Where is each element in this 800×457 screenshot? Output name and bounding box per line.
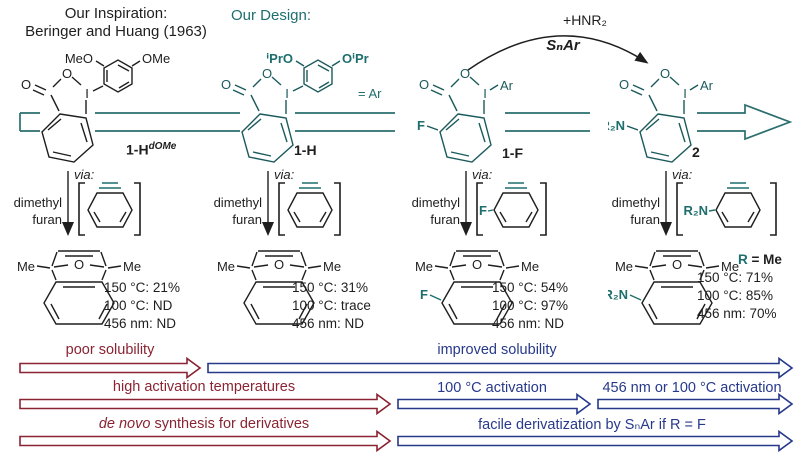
me-right-label: Me <box>323 259 341 274</box>
via-benzyne-col3: via: dimethyl furan F <box>412 167 547 236</box>
structure-1F: O O I Ar F <box>417 66 514 163</box>
via-label: via: <box>74 167 95 182</box>
design-title: Our Design: <box>231 7 312 24</box>
structure-1HdOMe: O O I MeO OMe <box>21 51 170 163</box>
benzyne-triple-bond <box>299 182 321 189</box>
ipro-label: ⁱPrO <box>266 51 293 66</box>
product-col3: O Me Me F <box>415 250 539 325</box>
yields-col4: 150 °C: 71% 100 °C: 85% 456 nm: 70% <box>697 270 777 321</box>
reagent-line1: dimethyl <box>612 195 661 210</box>
ar-label: Ar <box>700 78 714 93</box>
compound-label-1HdOMe: 1-HdOMe <box>126 141 177 158</box>
iodine-label: I <box>683 86 687 101</box>
ring-o-label: O <box>262 66 272 81</box>
carbonyl-o-label: O <box>221 77 231 92</box>
snar-curved-arrow <box>467 35 649 71</box>
ring-o-label: O <box>460 66 470 81</box>
me-right-label: Me <box>521 259 539 274</box>
track-de-novo: de novo synthesis for derivatives <box>98 416 310 432</box>
track-high-activation: high activation temperatures <box>112 379 296 395</box>
meo-label: MeO <box>65 51 93 66</box>
compound-label-1H: 1-H <box>294 142 317 158</box>
me-left-label: Me <box>17 259 35 274</box>
benzyne-triple-bond <box>99 182 121 189</box>
ome-label: OMe <box>142 51 170 66</box>
inspiration-title: Our Inspiration: Beringer and Huang (196… <box>25 5 207 40</box>
product-col2: O Me Me <box>217 250 341 325</box>
product-col4: O Me Me R₂N <box>608 250 739 325</box>
main-reaction-arrow <box>19 103 793 141</box>
reagent-line2: furan <box>430 212 460 227</box>
via-benzyne-col2: via: dimethyl furan <box>214 167 341 236</box>
snar-reagent-label: +HNR₂ <box>563 12 607 28</box>
bridge-o-label: O <box>274 257 284 272</box>
reagent-line1: dimethyl <box>14 195 63 210</box>
equals-ar-label: = Ar <box>358 86 382 101</box>
ring-o-label: O <box>660 66 670 81</box>
track-poor-solubility: poor solubility <box>65 342 155 358</box>
iodine-label: I <box>285 86 289 101</box>
me-left-label: Me <box>415 259 433 274</box>
structure-1H: O O I ⁱPrO OⁱPr = Ar <box>221 51 382 163</box>
via-benzyne-col1: via: dimethyl furan <box>14 167 141 236</box>
reagent-line1: dimethyl <box>412 195 461 210</box>
via-label: via: <box>672 167 693 182</box>
ring-o-label: O <box>62 66 72 81</box>
reagent-line2: furan <box>32 212 62 227</box>
yields-col2: 150 °C: 31% 100 °C: trace 456 nm: ND <box>292 280 371 331</box>
reagent-line2: furan <box>232 212 262 227</box>
fluorine-label: F <box>479 203 487 218</box>
bridge-o-label: O <box>672 257 682 272</box>
via-label: via: <box>472 167 493 182</box>
ar-label: Ar <box>500 78 514 93</box>
bridge-o-label: O <box>472 257 482 272</box>
compound-label-2: 2 <box>692 144 700 160</box>
iodine-label: I <box>85 86 89 101</box>
carbonyl-o-label: O <box>619 77 629 92</box>
blue-track-arrows <box>207 356 794 453</box>
reagent-line2: furan <box>630 212 660 227</box>
product-col1: O Me Me <box>17 250 141 325</box>
track-facile-derivatization: facile derivatization by SₙAr if R = F <box>478 417 706 433</box>
r-equals-me-note: R = Me <box>738 252 782 267</box>
r2n-label: R₂N <box>608 118 625 133</box>
structure-2: O O I Ar R₂N <box>608 66 714 163</box>
via-benzyne-col4: via: dimethyl furan R₂N <box>612 167 777 236</box>
reagent-line1: dimethyl <box>214 195 263 210</box>
track-456nm-activation: 456 nm or 100 °C activation <box>602 380 782 396</box>
via-label: via: <box>274 167 295 182</box>
bridge-o-label: O <box>74 257 84 272</box>
carbonyl-o-label: O <box>419 77 429 92</box>
carbonyl-o-label: O <box>21 77 31 92</box>
maroon-track-arrows <box>19 356 392 453</box>
compound-label-1F: 1-F <box>502 145 523 161</box>
oipr-label: OⁱPr <box>342 51 369 66</box>
me-right-label: Me <box>123 259 141 274</box>
me-left-label: Me <box>217 259 235 274</box>
yields-col1: 150 °C: 21% 100 °C: ND 456 nm: ND <box>104 280 180 331</box>
r2n-label: R₂N <box>683 203 708 218</box>
r2n-label: R₂N <box>608 287 628 302</box>
benzyne-triple-bond <box>505 182 527 189</box>
track-100c-activation: 100 °C activation <box>437 380 547 396</box>
me-right-label: Me <box>721 259 739 274</box>
benzyne-triple-bond <box>727 182 749 189</box>
me-left-label: Me <box>615 259 633 274</box>
fluorine-label: F <box>417 118 425 133</box>
yields-col3: 150 °C: 54% 100 °C: 97% 456 nm: ND <box>492 280 568 331</box>
track-improved-solubility: improved solubility <box>437 342 557 358</box>
iodine-label: I <box>483 86 487 101</box>
snar-label: SₙAr <box>546 37 580 54</box>
fluorine-label: F <box>420 287 428 302</box>
